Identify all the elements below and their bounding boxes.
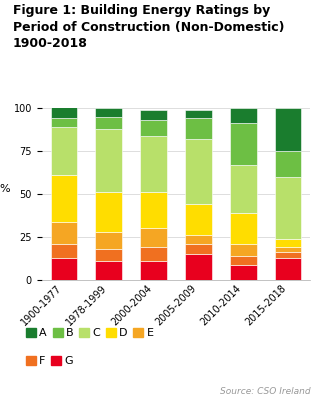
Bar [95,116,122,129]
Bar [275,247,301,252]
Bar [185,235,212,244]
Bar [185,118,212,139]
Bar [51,258,77,280]
Bar [275,151,301,177]
Bar [51,118,77,127]
Bar [230,264,257,280]
Bar [95,232,122,249]
Y-axis label: %: % [0,184,11,194]
Bar [95,261,122,280]
Bar [185,139,212,204]
Bar [95,249,122,261]
Bar [51,127,77,175]
Bar [230,213,257,244]
Bar [51,175,77,222]
Bar [275,252,301,258]
Legend: F, G: F, G [21,351,78,370]
Bar [140,247,167,261]
Bar [185,254,212,280]
Bar [230,124,257,165]
Text: Source: CSO Ireland: Source: CSO Ireland [220,387,310,396]
Bar [185,110,212,118]
Bar [140,136,167,192]
Bar [140,228,167,247]
Bar [95,108,122,117]
Bar [140,110,167,120]
Bar [275,177,301,239]
Bar [140,261,167,280]
Bar [275,258,301,280]
Text: Figure 1: Building Energy Ratings by
Period of Construction (Non-Domestic)
1900-: Figure 1: Building Energy Ratings by Per… [13,4,284,50]
Bar [51,244,77,258]
Bar [230,244,257,256]
Bar [230,165,257,213]
Bar [51,222,77,244]
Bar [51,106,77,118]
Bar [275,239,301,247]
Bar [230,256,257,264]
Bar [140,120,167,136]
Bar [140,192,167,228]
Bar [185,204,212,235]
Bar [95,192,122,232]
Bar [185,244,212,254]
Bar [230,108,257,124]
Bar [95,129,122,192]
Bar [275,108,301,151]
Legend: A, B, C, D, E: A, B, C, D, E [21,323,158,342]
